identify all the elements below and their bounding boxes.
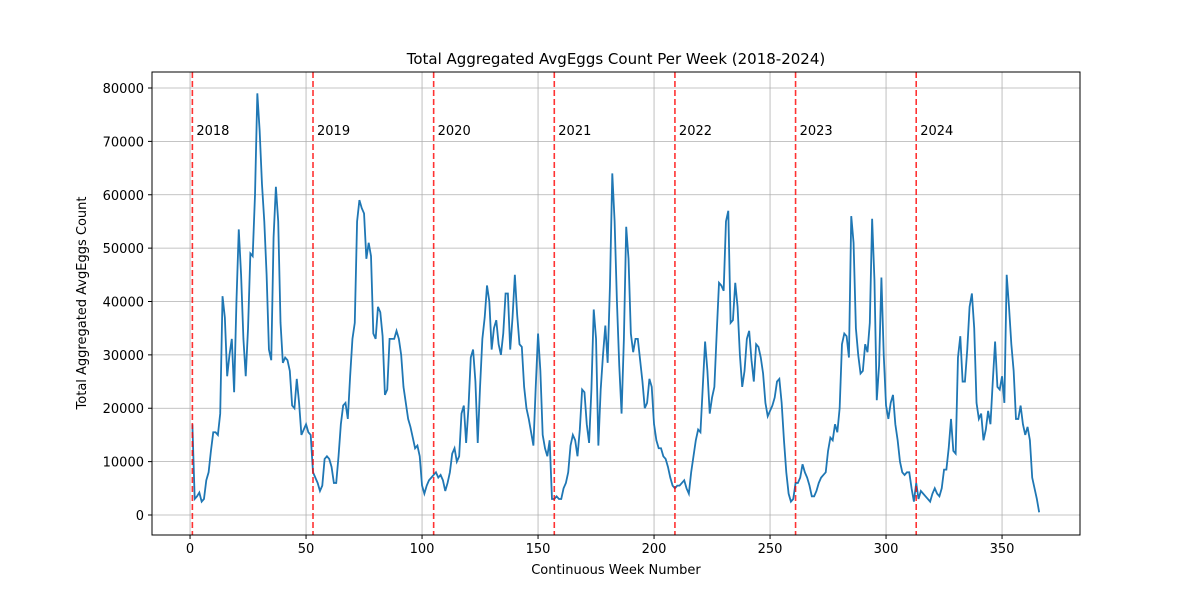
x-tick-label: 150 — [526, 542, 551, 557]
y-tick-label: 60000 — [103, 189, 144, 204]
x-tick-label: 300 — [874, 542, 899, 557]
x-axis-label: Continuous Week Number — [531, 563, 701, 578]
chart-title: Total Aggregated AvgEggs Count Per Week … — [406, 50, 825, 68]
y-tick-label: 20000 — [103, 402, 144, 417]
data-line — [191, 93, 1041, 513]
year-label: 2024 — [920, 124, 953, 139]
year-label: 2022 — [679, 124, 712, 139]
year-label: 2021 — [558, 124, 591, 139]
plot-frame — [151, 71, 1081, 536]
year-label: 2019 — [317, 124, 350, 139]
x-tick-label: 100 — [410, 542, 435, 557]
y-tick-label: 80000 — [103, 82, 144, 97]
y-tick-label: 50000 — [103, 242, 144, 257]
y-axis-label: Total Aggregated AvgEggs Count — [75, 197, 90, 411]
x-tick-label: 0 — [186, 542, 194, 557]
year-label: 2020 — [438, 124, 471, 139]
y-tick-label: 10000 — [103, 456, 144, 471]
x-tick-label: 50 — [298, 542, 315, 557]
year-label: 2023 — [800, 124, 833, 139]
x-tick-label: 200 — [642, 542, 667, 557]
y-tick-label: 0 — [136, 509, 144, 524]
y-tick-label: 70000 — [103, 135, 144, 150]
year-label: 2018 — [196, 124, 229, 139]
x-tick-label: 350 — [990, 542, 1015, 557]
y-tick-label: 30000 — [103, 349, 144, 364]
y-tick-label: 40000 — [103, 295, 144, 310]
x-tick-label: 250 — [758, 542, 783, 557]
